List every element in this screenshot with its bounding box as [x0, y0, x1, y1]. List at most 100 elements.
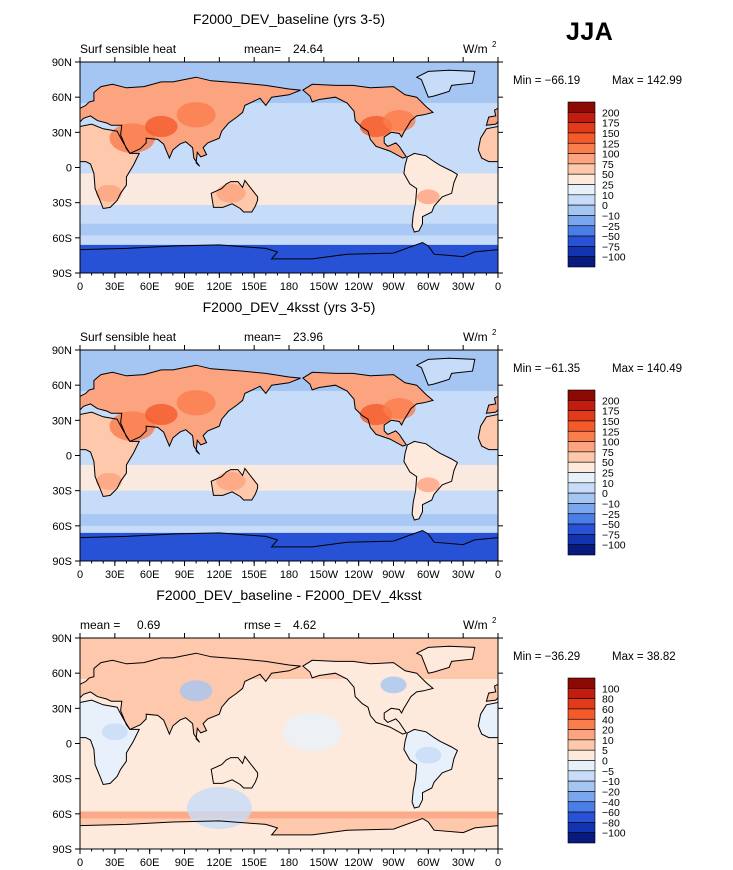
- land-field-greenland: [416, 358, 475, 386]
- y-tick-label: 90S: [52, 844, 72, 856]
- legend-swatch: [567, 801, 596, 813]
- coastline-australia: [210, 179, 259, 213]
- map-panel-1: F2000_DEV_baseline (yrs 3-5) Surf sensibl…: [52, 11, 682, 293]
- stat-label: mean=: [244, 42, 281, 56]
- legend-level-label: 150: [602, 128, 620, 140]
- max-value: Max = 142.99: [612, 75, 682, 87]
- field-band: [80, 818, 498, 826]
- legend-level-label: 10: [602, 478, 614, 490]
- season-label: JJA: [566, 18, 614, 46]
- x-tick-label: 60W: [417, 857, 440, 869]
- field-contour: [186, 786, 252, 830]
- legend-level-label: −100: [602, 828, 626, 840]
- x-tick-label: 30W: [452, 281, 475, 293]
- coastline-eurasia: [80, 364, 301, 455]
- y-tick-label: 90S: [52, 556, 72, 568]
- legend-swatch: [567, 811, 596, 823]
- field-contour: [416, 189, 440, 205]
- legend-level-label: −10: [602, 210, 620, 222]
- x-tick-label: 0: [495, 569, 501, 581]
- y-tick-label: 60N: [52, 380, 72, 392]
- legend-level-label: 0: [602, 756, 608, 768]
- panel-title: F2000_DEV_4ksst (yrs 3-5): [203, 299, 376, 315]
- legend-swatch: [567, 677, 596, 689]
- legend-swatch: [567, 215, 596, 227]
- x-tick-label: 30W: [452, 569, 475, 581]
- y-tick-label: 60S: [52, 809, 72, 821]
- coastline-africa: [80, 699, 141, 786]
- legend-swatch: [567, 153, 596, 165]
- coastline-africa: [80, 123, 141, 210]
- legend-level-label: 100: [602, 149, 620, 161]
- x-tick-label: 150W: [309, 281, 338, 293]
- coastline-australia: [210, 755, 259, 789]
- x-tick-label: 90W: [382, 857, 405, 869]
- max-value: Max = 140.49: [612, 363, 682, 375]
- legend-level-label: 0: [602, 488, 608, 500]
- legend-swatch: [567, 718, 596, 730]
- panel-title: F2000_DEV_baseline (yrs 3-5): [193, 11, 385, 27]
- x-tick-label: 180: [280, 857, 298, 869]
- legend-swatch: [567, 420, 596, 432]
- x-tick-label: 60E: [140, 281, 160, 293]
- legend-swatch: [567, 389, 596, 401]
- y-tick-label: 90S: [52, 268, 72, 280]
- units-label: W/m: [463, 618, 488, 632]
- legend-swatch: [567, 822, 596, 833]
- y-tick-label: 60S: [52, 233, 72, 245]
- legend-level-label: 125: [602, 138, 620, 150]
- legend-swatch: [567, 461, 596, 473]
- coastline-africa: [80, 411, 141, 498]
- coastline-namerica: [302, 83, 435, 159]
- legend-swatch: [567, 760, 596, 772]
- legend-swatch: [567, 451, 596, 463]
- x-tick-label: 30E: [105, 569, 125, 581]
- y-tick-label: 60S: [52, 521, 72, 533]
- x-tick-label: 90E: [175, 569, 195, 581]
- field-contour: [216, 471, 246, 491]
- legend-level-label: 50: [602, 457, 614, 469]
- left-value: 0.69: [137, 618, 161, 632]
- legend-swatch: [567, 698, 596, 710]
- units-label: W/m: [463, 42, 488, 56]
- legend-level-label: 10: [602, 735, 614, 747]
- left-label: mean =: [80, 618, 120, 632]
- legend-swatch: [567, 400, 596, 411]
- legend-level-label: −10: [602, 498, 620, 510]
- x-tick-label: 120W: [344, 857, 373, 869]
- legend-level-label: −75: [602, 529, 620, 541]
- x-tick-label: 60W: [417, 569, 440, 581]
- units-exponent: 2: [492, 40, 497, 49]
- legend-level-label: 5: [602, 745, 608, 757]
- legend-level-label: 60: [602, 704, 614, 716]
- legend-swatch: [567, 132, 596, 144]
- y-tick-label: 30N: [52, 703, 72, 715]
- x-tick-label: 90E: [175, 281, 195, 293]
- legend-level-label: −40: [602, 797, 620, 809]
- legend-level-label: −50: [602, 231, 620, 243]
- field-band: [80, 223, 498, 236]
- legend-swatch: [567, 472, 596, 484]
- x-tick-label: 120W: [344, 569, 373, 581]
- field-contour: [416, 477, 440, 493]
- y-tick-label: 0: [66, 163, 72, 175]
- x-tick-label: 30E: [105, 857, 125, 869]
- y-tick-label: 30N: [52, 415, 72, 427]
- stat-value: 4.62: [293, 618, 317, 632]
- x-tick-label: 0: [495, 857, 501, 869]
- land-field-antarctica: [80, 242, 498, 273]
- field-contour: [176, 390, 216, 416]
- legend-swatch: [567, 142, 596, 154]
- x-tick-label: 90W: [382, 281, 405, 293]
- coastline-namerica: [302, 371, 435, 447]
- legend-level-label: −10: [602, 776, 620, 788]
- legend-level-label: 0: [602, 200, 608, 212]
- legend-swatch: [567, 225, 596, 237]
- field-contour: [145, 115, 178, 138]
- units-exponent: 2: [492, 616, 497, 625]
- legend-swatch: [567, 523, 596, 535]
- stat-label: mean=: [244, 330, 281, 344]
- legend-swatch: [567, 204, 596, 216]
- min-value: Min = −61.35: [513, 363, 580, 375]
- coastline-antarctica: [80, 529, 498, 561]
